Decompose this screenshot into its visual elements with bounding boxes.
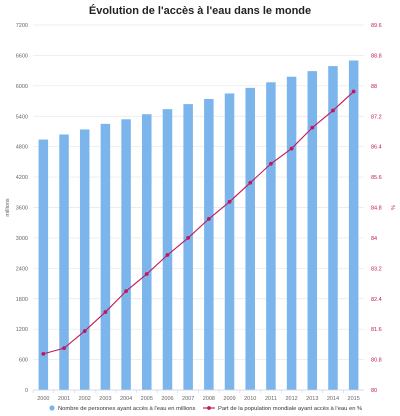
line-point (103, 310, 108, 314)
bar (142, 114, 152, 390)
y-right-tick-label: 87.2 (371, 114, 382, 120)
y-left-tick-label: 1200 (16, 327, 28, 333)
x-tick-label: 2010 (244, 396, 256, 402)
line-point (310, 125, 315, 130)
line-point (124, 289, 128, 294)
y-right-tick-label: 82.4 (371, 297, 382, 303)
y-right-tick-label: 84 (371, 236, 377, 242)
line-point (351, 89, 356, 94)
bar (266, 82, 276, 390)
chart-title: Évolution de l'accès à l'eau dans le mon… (88, 5, 312, 17)
y-right-axis-title: % (389, 205, 395, 210)
series-line (43, 91, 355, 355)
line-point (289, 146, 294, 151)
legend-line-dot (207, 406, 211, 410)
y-left-tick-label: 2400 (16, 266, 28, 272)
y-right-tick-label: 89.6 (371, 23, 382, 29)
bar (183, 104, 193, 390)
y-right-tick-label: 88 (371, 84, 377, 90)
x-tick-label: 2014 (327, 396, 339, 402)
y-left-tick-label: 3000 (16, 236, 28, 242)
y-right-tick-label: 80 (371, 388, 377, 394)
line-point (248, 180, 253, 185)
line-point (62, 346, 66, 351)
x-tick-label: 2001 (58, 396, 70, 402)
line-point (144, 272, 149, 276)
x-tick-label: 2012 (285, 396, 297, 402)
x-tick-label: 2011 (265, 396, 277, 402)
bar (162, 109, 173, 391)
legend-bar-label: Nombre de personnes ayant accès à l'eau … (58, 406, 196, 412)
bar (348, 60, 359, 390)
y-right-tick-label: 86.4 (371, 145, 382, 151)
y-right-tick-label: 80.8 (371, 358, 382, 364)
x-tick-label: 2005 (141, 396, 153, 402)
legend-line-label: Part de la population mondiale ayant acc… (218, 406, 362, 412)
x-tick-label: 2006 (161, 396, 173, 402)
y-right-tick-label: 81.6 (371, 327, 382, 333)
bar (38, 139, 49, 390)
y-left-tick-label: 4800 (16, 145, 28, 151)
line-point (82, 329, 87, 333)
bar (224, 93, 235, 390)
bar (286, 76, 297, 390)
line-point (331, 108, 335, 113)
line-point (206, 217, 211, 221)
y-left-tick-label: 4200 (16, 175, 28, 181)
y-left-tick-label: 0 (25, 388, 28, 394)
line-point (165, 253, 170, 257)
y-left-tick-label: 6600 (16, 53, 28, 59)
x-tick-label: 2008 (203, 396, 215, 402)
y-right-tick-label: 84.8 (371, 206, 382, 212)
x-tick-label: 2004 (120, 396, 132, 402)
x-tick-label: 2013 (306, 396, 318, 402)
bar (245, 87, 255, 390)
y-left-tick-label: 3600 (16, 206, 28, 212)
bar (100, 123, 111, 391)
y-left-tick-label: 7200 (16, 23, 28, 29)
x-tick-label: 2015 (348, 396, 360, 402)
y-left-axis-title: millions (5, 198, 11, 217)
bar (328, 66, 338, 390)
y-right-tick-label: 88.8 (371, 53, 382, 59)
x-tick-label: 2003 (99, 396, 111, 402)
x-tick-label: 2007 (182, 396, 194, 402)
line-point (269, 161, 273, 166)
x-tick-label: 2009 (223, 396, 235, 402)
bar (307, 71, 318, 390)
legend-bar-marker (49, 405, 55, 411)
bar (79, 129, 90, 391)
y-left-tick-label: 5400 (16, 114, 28, 120)
line-point (227, 199, 232, 204)
line-point (186, 236, 191, 240)
x-tick-label: 2002 (79, 396, 91, 402)
y-left-tick-label: 600 (19, 358, 28, 364)
bar (121, 119, 131, 391)
x-tick-label: 2000 (37, 396, 49, 402)
line-point (41, 351, 46, 356)
bar (59, 134, 69, 390)
y-right-tick-label: 83.2 (371, 266, 382, 272)
y-left-tick-label: 6000 (16, 84, 28, 90)
y-right-tick-label: 85.6 (371, 175, 382, 181)
y-left-tick-label: 1800 (16, 297, 28, 303)
bar (204, 99, 214, 390)
